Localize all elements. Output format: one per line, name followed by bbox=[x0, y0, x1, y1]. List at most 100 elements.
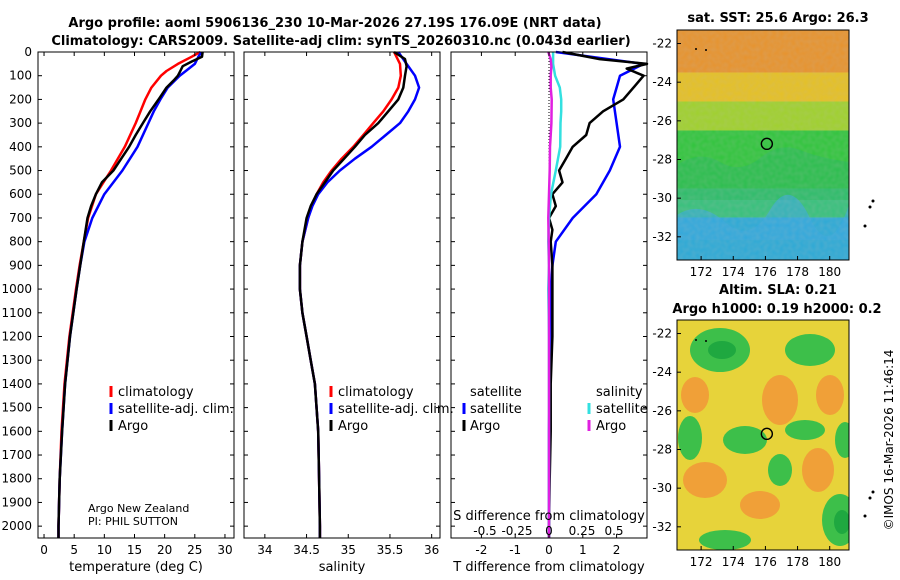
depth-tick-label: 1400 bbox=[1, 377, 32, 391]
difference-xlabel: T difference from climatology bbox=[452, 560, 645, 575]
map-y-tick-label: -32 bbox=[652, 520, 672, 534]
x-tick-label: 25 bbox=[187, 543, 202, 557]
legend-argo: Argo bbox=[338, 419, 368, 434]
series-argo bbox=[57, 51, 204, 538]
series-satellite-adj-clim- bbox=[57, 51, 203, 538]
depth-tick-label: 300 bbox=[9, 116, 32, 130]
sla-map-title-line2: Argo h1000: 0.19 h2000: 0.2 bbox=[672, 302, 881, 317]
legend-satellite: satellite-adj. clim. bbox=[118, 402, 234, 417]
depth-tick-label: 900 bbox=[9, 258, 32, 272]
map-x-tick-label: 180 bbox=[818, 555, 841, 569]
x-tick-label: 35 bbox=[341, 543, 356, 557]
legend-sal-argo: Argo bbox=[596, 419, 626, 434]
depth-tick-label: 1600 bbox=[1, 424, 32, 438]
depth-tick-label: 600 bbox=[9, 187, 32, 201]
secondary-tick: 0 bbox=[545, 524, 553, 538]
temperature-legend: climatology satellite-adj. clim. Argo bbox=[109, 385, 234, 434]
salinity-axes-box bbox=[243, 51, 441, 539]
depth-tick-label: 400 bbox=[9, 140, 32, 154]
x-tick-label: 0 bbox=[545, 543, 553, 557]
map-y-tick-label: -28 bbox=[652, 152, 672, 166]
depth-tick-label: 1000 bbox=[1, 282, 32, 296]
legend-group-salinity: salinity bbox=[596, 385, 643, 400]
legend-climatology: climatology bbox=[118, 385, 194, 400]
sla-positive-anomalies bbox=[681, 375, 844, 519]
map-x-tick-label: 172 bbox=[690, 555, 713, 569]
depth-axis-labels: 0 100 200 300 400 500 600 700 800 900 1000 1100 1200… bbox=[1, 45, 32, 533]
sst-map-title: sat. SST: 25.6 Argo: 26.3 bbox=[687, 11, 868, 26]
salinity-xlabel: salinity bbox=[319, 560, 366, 575]
map-y-tick-label: -22 bbox=[652, 327, 672, 341]
depth-tick-label: 1900 bbox=[1, 495, 32, 509]
depth-tick-label: 1300 bbox=[1, 353, 32, 367]
legend-climatology: climatology bbox=[338, 385, 414, 400]
x-tick-label: 2 bbox=[613, 543, 621, 557]
sla-map-title-line1: Altim. SLA: 0.21 bbox=[719, 283, 837, 298]
map-y-tick-label: -30 bbox=[652, 481, 672, 495]
map-x-tick-label: 174 bbox=[722, 265, 745, 279]
secondary-tick: 0.5 bbox=[604, 524, 623, 538]
map-x-tick-label: 172 bbox=[690, 265, 713, 279]
map-y-tick-label: -24 bbox=[652, 75, 672, 89]
depth-tick-label: 800 bbox=[9, 235, 32, 249]
x-tick-label: -1 bbox=[509, 543, 521, 557]
depth-tick-label: 500 bbox=[9, 164, 32, 178]
depth-tick-label: 1200 bbox=[1, 329, 32, 343]
x-tick-label: 0 bbox=[40, 543, 48, 557]
x-tick-label: 5 bbox=[70, 543, 78, 557]
depth-tick-label: 100 bbox=[9, 69, 32, 83]
series-climatology bbox=[298, 51, 403, 538]
legend-sal-satellite: satellite bbox=[596, 402, 648, 417]
difference-panel: -2 -1 0 1 2 T difference from climatology S … bbox=[450, 50, 649, 575]
secondary-tick-labels: -0.5 -0.25 0 0.25 0.5 bbox=[473, 524, 623, 538]
sla-strong-negative bbox=[708, 341, 849, 534]
map-x-tick-label: 176 bbox=[754, 265, 777, 279]
map-x-tick-label: 174 bbox=[722, 555, 745, 569]
map-y-tick-label: -24 bbox=[652, 365, 672, 379]
secondary-tick: -0.5 bbox=[473, 524, 496, 538]
series-climatology bbox=[57, 50, 201, 538]
map-x-tick-label: 180 bbox=[818, 265, 841, 279]
legend-group-temperature: satellite bbox=[470, 385, 522, 400]
series-salinity-argo bbox=[547, 51, 553, 538]
temperature-xlabel: temperature (deg C) bbox=[69, 560, 203, 575]
agency-label: Argo New Zealand bbox=[88, 502, 189, 515]
legend-temp-satellite: satellite bbox=[470, 402, 522, 417]
x-tick-label: 34.5 bbox=[293, 543, 320, 557]
sla-map: Altim. SLA: 0.21 Argo h1000: 0.19 h2000:… bbox=[652, 283, 881, 569]
secondary-tick: -0.25 bbox=[501, 524, 532, 538]
x-tick-label: 15 bbox=[127, 543, 142, 557]
series-temperature-satellite bbox=[547, 50, 645, 538]
figure-title-line2: Climatology: CARS2009. Satellite-adj cli… bbox=[51, 34, 630, 49]
x-tick-label: 34 bbox=[257, 543, 272, 557]
sla-axes-box bbox=[676, 319, 850, 551]
series-temperature-argo bbox=[547, 50, 649, 538]
depth-tick-label: 1700 bbox=[1, 448, 32, 462]
depth-tick-label: 200 bbox=[9, 92, 32, 106]
temperature-panel: 0 5 10 15 20 25 30 temperature (deg C) climato… bbox=[37, 50, 235, 575]
depth-tick-label: 2000 bbox=[1, 519, 32, 533]
sla-islands bbox=[695, 339, 875, 518]
x-tick-label: 36 bbox=[424, 543, 439, 557]
depth-tick-label: 1100 bbox=[1, 306, 32, 320]
imos-stamp: ©IMOS 16-Mar-2026 11:46:14 bbox=[882, 350, 896, 531]
x-tick-label: 1 bbox=[579, 543, 587, 557]
x-tick-label: 20 bbox=[157, 543, 172, 557]
map-y-tick-label: -32 bbox=[652, 230, 672, 244]
map-y-tick-label: -28 bbox=[652, 442, 672, 456]
legend-satellite: satellite-adj. clim. bbox=[338, 402, 454, 417]
map-y-tick-label: -26 bbox=[652, 114, 672, 128]
depth-tick-label: 0 bbox=[24, 45, 32, 59]
sst-float-marker bbox=[760, 137, 774, 151]
sst-map: sat. SST: 25.6 Argo: 26.3 172 174 176 178 18… bbox=[652, 11, 875, 279]
salinity-panel: 34 34.5 35 35.5 36 salinity climatology sate… bbox=[243, 50, 454, 575]
sla-float-marker bbox=[760, 427, 774, 441]
series-argo bbox=[298, 50, 408, 538]
salinity-legend: climatology satellite-adj. clim. Argo bbox=[329, 385, 454, 434]
x-tick-label: 30 bbox=[217, 543, 232, 557]
sst-axes-box bbox=[676, 29, 850, 261]
figure-title-line1: Argo profile: aoml 5906136_230 10-Mar-20… bbox=[68, 16, 601, 31]
map-y-tick-label: -30 bbox=[652, 191, 672, 205]
sst-texture bbox=[677, 30, 849, 260]
depth-tick-label: 1500 bbox=[1, 401, 32, 415]
